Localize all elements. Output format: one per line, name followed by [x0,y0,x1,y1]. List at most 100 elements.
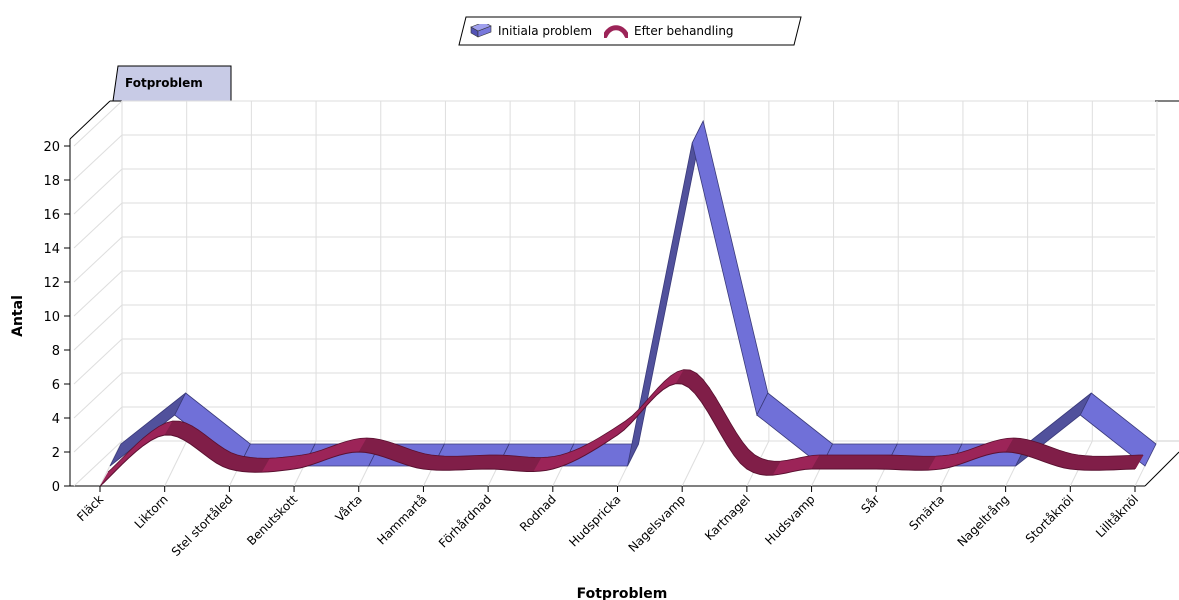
ribbon-segment-efter [947,452,963,468]
ribbon-segment-efter [604,425,620,444]
ribbon-segment-efter [598,429,614,448]
ribbon-segment-efter [1031,443,1047,460]
ribbon-segment-efter [397,447,413,465]
ribbon-segment-efter [100,468,113,486]
ribbon-segment-efter [979,441,995,458]
ribbon-segment-efter [662,371,678,390]
ribbon-segment-efter [611,421,626,440]
ribbon-segment-efter [143,426,160,446]
x-tick-label: Fläck [74,492,106,524]
ribbon-segment-efter [391,445,407,462]
ribbon-segment-efter [216,449,232,467]
ribbon-segment-efter [235,456,251,472]
ribbon-segment-efter [164,421,180,436]
ribbon-segment-efter [811,455,827,469]
ribbon-segment-efter [986,439,1002,456]
ribbon-segment-initiala [691,119,769,417]
ribbon-segment-efter [701,388,717,413]
ribbon-segment-efter [1084,456,1101,471]
y-tick-label: 20 [43,140,60,155]
x-tick-label: Sår [858,492,882,516]
ribbon-segment-efter [837,455,853,469]
ribbon-segment-efter [850,455,866,469]
y-tick-label: 14 [43,242,60,257]
ribbon-segment-efter [1057,452,1073,468]
ribbon-segment-efter [1012,438,1028,454]
ribbon-segment-efter [339,439,355,456]
ribbon-segment-efter [507,456,523,471]
ribbon-segment-efter [876,455,892,470]
ribbon-segment-efter [591,433,607,452]
ribbon-segment-efter [766,461,782,476]
ribbon-segment-efter [733,441,749,464]
legend-item-initiala: Initiala problem [470,24,592,38]
ribbon-segment-efter [1126,455,1140,470]
x-tick-label: Hudspricka [566,492,623,549]
ribbon-segment-efter [501,455,517,471]
grid-line-depth [73,406,123,453]
x-tick-label: Lilltåknöl [1093,492,1141,540]
ribbon-segment-efter [649,381,665,403]
series-initiala [109,119,1157,467]
ribbon-segment-efter [1025,441,1040,458]
ribbon-segment-efter [481,455,497,470]
x-tick-label: Rodnad [517,492,559,534]
ribbon-segment-efter [798,455,814,471]
ribbon-segment-efter [572,444,588,462]
legend-label-efter: Efter behandling [634,24,734,38]
ribbon-segment-efter [552,453,568,469]
ribbon-segment-efter [960,447,976,465]
x-tick-label: Hudsvamp [762,492,817,547]
ribbon-segment-efter [779,459,795,475]
ribbon-segment-efter [727,431,743,456]
ribbon-segment-efter [1113,455,1129,470]
ribbon-segment-efter [578,441,594,459]
ribbon-segment-efter [1106,455,1123,471]
legend: Initiala problem Efter behandling [458,16,802,46]
ribbon-segment-efter [843,455,859,469]
x-tick-label: Smärta [906,492,947,533]
x-tick-label: Vårta [333,492,365,524]
ribbon-segment-efter [488,455,504,470]
y-tick-label: 2 [52,446,60,461]
ribbon-segment-efter [436,456,452,471]
ribbon-segment-efter [222,452,238,469]
series-layer [99,119,1157,487]
ribbon-segment-efter [966,445,982,462]
ribbon-segment-efter [818,455,833,469]
ribbon-segment-efter [682,370,698,388]
y-tick-label: 18 [43,174,60,189]
ribbon-segment-efter [294,453,310,469]
curve-edge-efter-back [107,369,1144,473]
grid-line-depth [73,168,123,215]
ribbon-segment-efter [171,421,187,437]
grid-line-depth [73,372,123,419]
ribbon-segment-efter [423,455,439,470]
grid-line-depth [73,100,123,147]
legend-item-efter: Efter behandling [604,24,734,38]
ribbon-segment-efter [261,457,277,473]
ribbon-segment-efter [468,455,484,470]
ribbon-segment-efter [1050,450,1066,467]
ribbon-segment-efter [287,455,303,470]
ribbon-segment-efter [1077,455,1093,471]
ribbon-segment-efter [999,438,1015,453]
y-tick-label: 10 [43,310,60,325]
grid-line-depth [73,440,123,487]
ribbon-segment-efter [449,456,465,471]
grid-line-depth [73,270,123,317]
ribbon-segment-efter [630,402,646,424]
legend-frame [458,16,802,46]
ribbon-segment-efter [721,420,736,446]
x-tick-label: Stortåknöl [1023,492,1077,546]
ribbon-segment-efter [882,455,898,470]
ribbon-segment-efter [455,455,471,471]
y-tick-label: 4 [52,412,60,427]
ribbon-segment-efter [475,455,491,470]
ribbon-segment-efter [617,415,633,435]
ribbon-segment-efter [1037,445,1053,462]
grid-line-depth [73,236,123,283]
ribbon-segment-efter [128,437,145,459]
grid-line-depth [73,134,123,181]
x-tick-label: Förhårdnad [436,492,494,550]
